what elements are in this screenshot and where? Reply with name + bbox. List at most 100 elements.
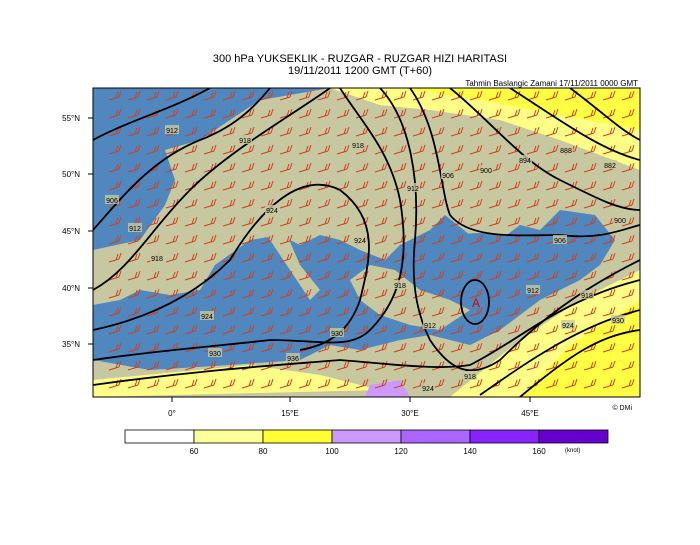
wind-barb xyxy=(393,378,407,389)
wind-barb xyxy=(146,180,160,191)
wind-barb xyxy=(469,234,483,245)
wind-barb xyxy=(165,162,179,173)
wind-barb xyxy=(260,306,274,317)
wind-barb xyxy=(488,108,502,119)
wind-barb xyxy=(336,144,350,155)
wind-barb xyxy=(146,324,160,335)
wind-barb xyxy=(564,216,578,227)
wind-barb xyxy=(165,108,179,119)
wind-barb xyxy=(222,270,236,281)
colorbar-swatch xyxy=(538,429,609,444)
wind-barb xyxy=(279,252,293,263)
wind-barb xyxy=(298,288,312,299)
wind-barb xyxy=(298,234,312,245)
contour-label: 924 xyxy=(354,238,366,245)
wind-barb xyxy=(621,144,635,155)
wind-barb xyxy=(469,180,483,191)
wind-barb xyxy=(621,252,635,263)
lon-label: 15°E xyxy=(281,409,298,418)
wind-barb xyxy=(564,252,578,263)
wind-barb xyxy=(108,360,122,371)
wind-barb xyxy=(279,306,293,317)
wind-barb xyxy=(545,162,559,173)
contour-label-bg xyxy=(286,353,300,362)
contour-label-bg xyxy=(165,125,179,134)
wind-barb xyxy=(317,90,331,101)
wind-barb xyxy=(241,198,255,209)
contour-label: 906 xyxy=(442,173,454,180)
wind-barb xyxy=(317,324,331,335)
wind-barb xyxy=(203,378,217,389)
wind-barb xyxy=(412,162,426,173)
wind-barb xyxy=(526,306,540,317)
wind-barb xyxy=(621,216,635,227)
wind-barb xyxy=(393,306,407,317)
wind-barb xyxy=(412,90,426,101)
colorbar-swatch xyxy=(124,429,195,444)
wind-barb xyxy=(621,90,635,101)
contour-label: 918 xyxy=(151,256,163,263)
wind-barb xyxy=(317,126,331,137)
wind-barb xyxy=(545,180,559,191)
wind-barb xyxy=(526,342,540,353)
wind-barb xyxy=(184,216,198,227)
wind-barb xyxy=(355,324,369,335)
wind-barb xyxy=(298,378,312,389)
wind-barb xyxy=(279,162,293,173)
wind-barb xyxy=(279,324,293,335)
wind-barb xyxy=(108,216,122,227)
wind-barb xyxy=(450,378,464,389)
wind-barb xyxy=(583,360,597,371)
wind-barb xyxy=(108,306,122,317)
wind-barb xyxy=(317,270,331,281)
wind-barb xyxy=(355,180,369,191)
wind-barb xyxy=(298,270,312,281)
wind-barb xyxy=(222,324,236,335)
black-sea xyxy=(432,233,528,277)
wind-barb xyxy=(108,180,122,191)
wind-barb xyxy=(507,270,521,281)
wind-barb xyxy=(602,252,616,263)
wind-barb xyxy=(431,324,445,335)
wind-barb xyxy=(165,216,179,227)
wind-barb xyxy=(165,180,179,191)
wind-barb xyxy=(374,108,388,119)
wind-barb xyxy=(431,198,445,209)
wind-barb xyxy=(241,252,255,263)
wind-barb xyxy=(222,90,236,101)
wind-barb xyxy=(127,378,141,389)
wind-barb xyxy=(336,306,350,317)
wind-barb xyxy=(108,234,122,245)
wind-barb xyxy=(165,252,179,263)
wind-barb xyxy=(545,270,559,281)
wind-barb xyxy=(203,108,217,119)
wind-barb xyxy=(602,378,616,389)
wind-barb xyxy=(602,306,616,317)
wind-barb xyxy=(336,216,350,227)
wind-barb xyxy=(583,198,597,209)
colorbar-label: 140 xyxy=(463,447,477,456)
wind-barb xyxy=(108,342,122,353)
wind-barb xyxy=(621,108,635,119)
wind-barb xyxy=(374,216,388,227)
wind-barb xyxy=(260,270,274,281)
wind-barb xyxy=(374,126,388,137)
wind-barb xyxy=(146,378,160,389)
wind-barb xyxy=(526,126,540,137)
contour-label-bg xyxy=(200,311,214,320)
contour-label-bg xyxy=(353,235,367,244)
wind-barb xyxy=(545,126,559,137)
wind-barb xyxy=(127,144,141,155)
wind-barb xyxy=(507,252,521,263)
contour-label: 924 xyxy=(422,386,434,393)
lat-label: 35°N xyxy=(62,340,80,349)
wind-barb xyxy=(507,288,521,299)
wind-barb xyxy=(260,90,274,101)
wind-barb xyxy=(450,180,464,191)
wind-barb xyxy=(222,378,236,389)
wind-barb xyxy=(203,234,217,245)
contour-label-bg xyxy=(518,155,532,164)
contour-label-bg xyxy=(526,285,540,294)
wind-barb xyxy=(469,252,483,263)
